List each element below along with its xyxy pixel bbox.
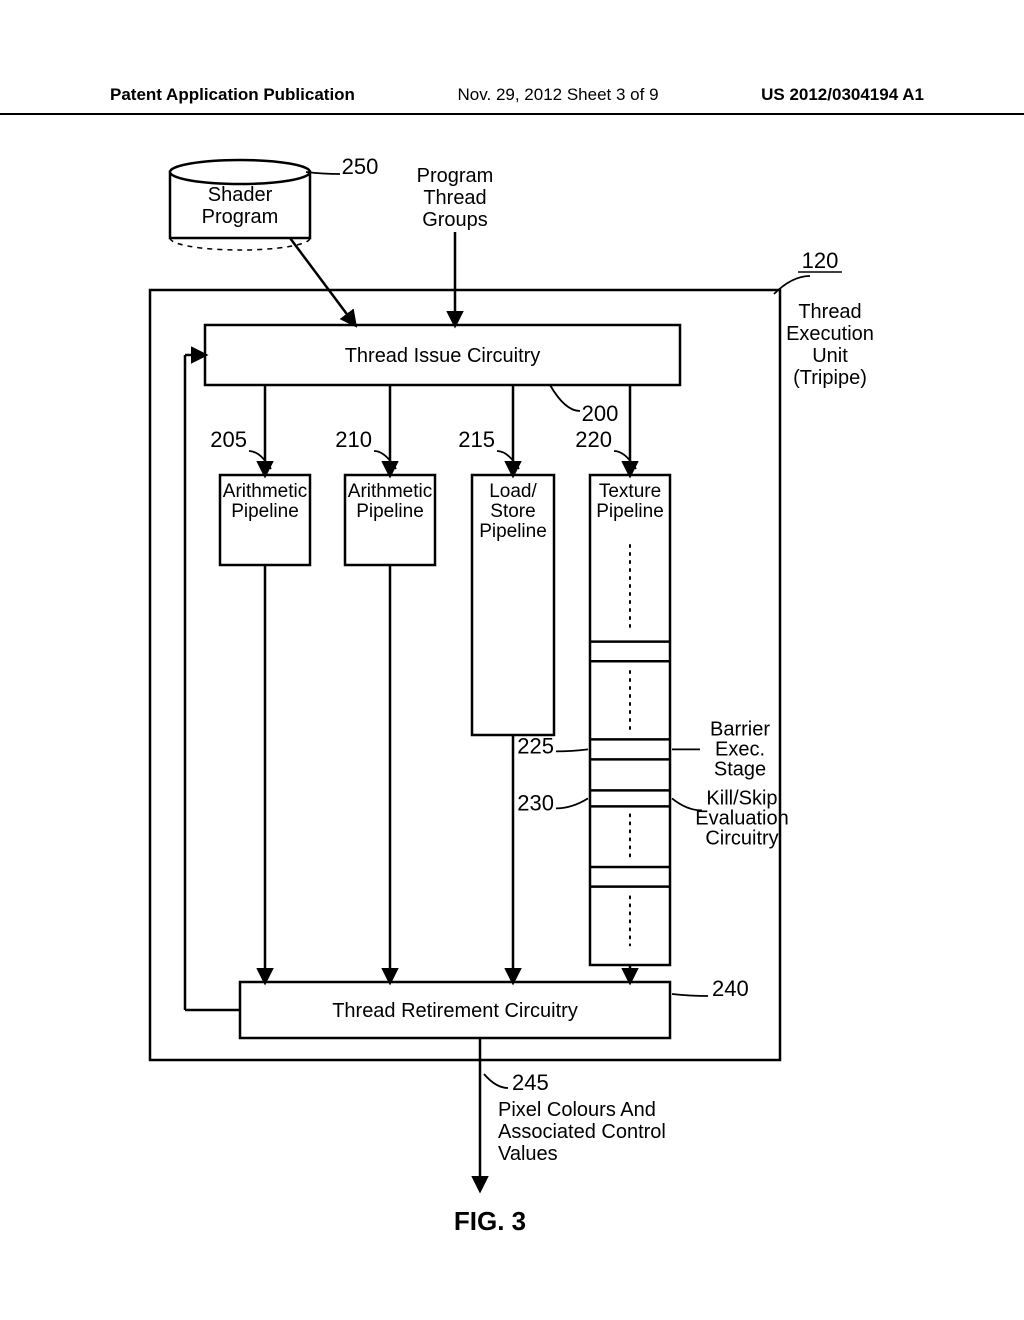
svg-text:Pipeline: Pipeline xyxy=(231,501,299,522)
svg-text:120: 120 xyxy=(802,248,839,273)
svg-text:245: 245 xyxy=(512,1070,549,1095)
svg-text:Evaluation: Evaluation xyxy=(695,807,788,829)
svg-text:Execution: Execution xyxy=(786,323,874,345)
svg-text:Shader: Shader xyxy=(208,184,273,206)
svg-text:220: 220 xyxy=(575,427,612,452)
header-mid: Nov. 29, 2012 Sheet 3 of 9 xyxy=(458,85,659,105)
svg-text:Pipeline: Pipeline xyxy=(479,521,547,542)
svg-text:Pipeline: Pipeline xyxy=(596,501,664,522)
svg-text:225: 225 xyxy=(517,733,554,758)
svg-text:Thread Issue Circuitry: Thread Issue Circuitry xyxy=(345,345,541,367)
drawing-group: 120ThreadExecutionUnit(Tripipe)ShaderPro… xyxy=(150,154,874,1236)
svg-text:Barrier: Barrier xyxy=(710,718,770,740)
svg-text:215: 215 xyxy=(458,427,495,452)
svg-text:Pipeline: Pipeline xyxy=(356,501,424,522)
svg-text:250: 250 xyxy=(342,154,379,179)
svg-text:Stage: Stage xyxy=(714,758,766,780)
svg-text:200: 200 xyxy=(582,401,619,426)
svg-text:210: 210 xyxy=(335,427,372,452)
svg-text:Circuitry: Circuitry xyxy=(705,827,778,849)
svg-text:Load/: Load/ xyxy=(489,481,537,502)
svg-text:Associated Control: Associated Control xyxy=(498,1121,666,1143)
svg-text:240: 240 xyxy=(712,976,749,1001)
svg-text:205: 205 xyxy=(210,427,247,452)
svg-text:Arithmetic: Arithmetic xyxy=(223,481,307,502)
figure-diagram: 120ThreadExecutionUnit(Tripipe)ShaderPro… xyxy=(60,150,940,1250)
svg-text:Program: Program xyxy=(417,165,494,187)
svg-text:Thread: Thread xyxy=(423,187,486,209)
svg-text:Texture: Texture xyxy=(599,481,661,502)
header-right: US 2012/0304194 A1 xyxy=(761,85,924,105)
svg-text:(Tripipe): (Tripipe) xyxy=(793,367,867,389)
svg-text:Thread: Thread xyxy=(798,301,861,323)
svg-text:230: 230 xyxy=(517,790,554,815)
header-left: Patent Application Publication xyxy=(110,85,355,105)
svg-text:Store: Store xyxy=(490,501,535,522)
svg-text:Thread Retirement Circuitry: Thread Retirement Circuitry xyxy=(332,1000,578,1022)
svg-text:FIG. 3: FIG. 3 xyxy=(454,1206,526,1236)
svg-text:Groups: Groups xyxy=(422,209,488,231)
svg-text:Arithmetic: Arithmetic xyxy=(348,481,432,502)
svg-text:Unit: Unit xyxy=(812,345,848,367)
svg-text:Kill/Skip: Kill/Skip xyxy=(706,787,777,809)
svg-text:Values: Values xyxy=(498,1143,558,1165)
svg-text:Exec.: Exec. xyxy=(715,738,765,760)
svg-text:Pixel Colours And: Pixel Colours And xyxy=(498,1099,656,1121)
svg-text:Program: Program xyxy=(202,206,279,228)
